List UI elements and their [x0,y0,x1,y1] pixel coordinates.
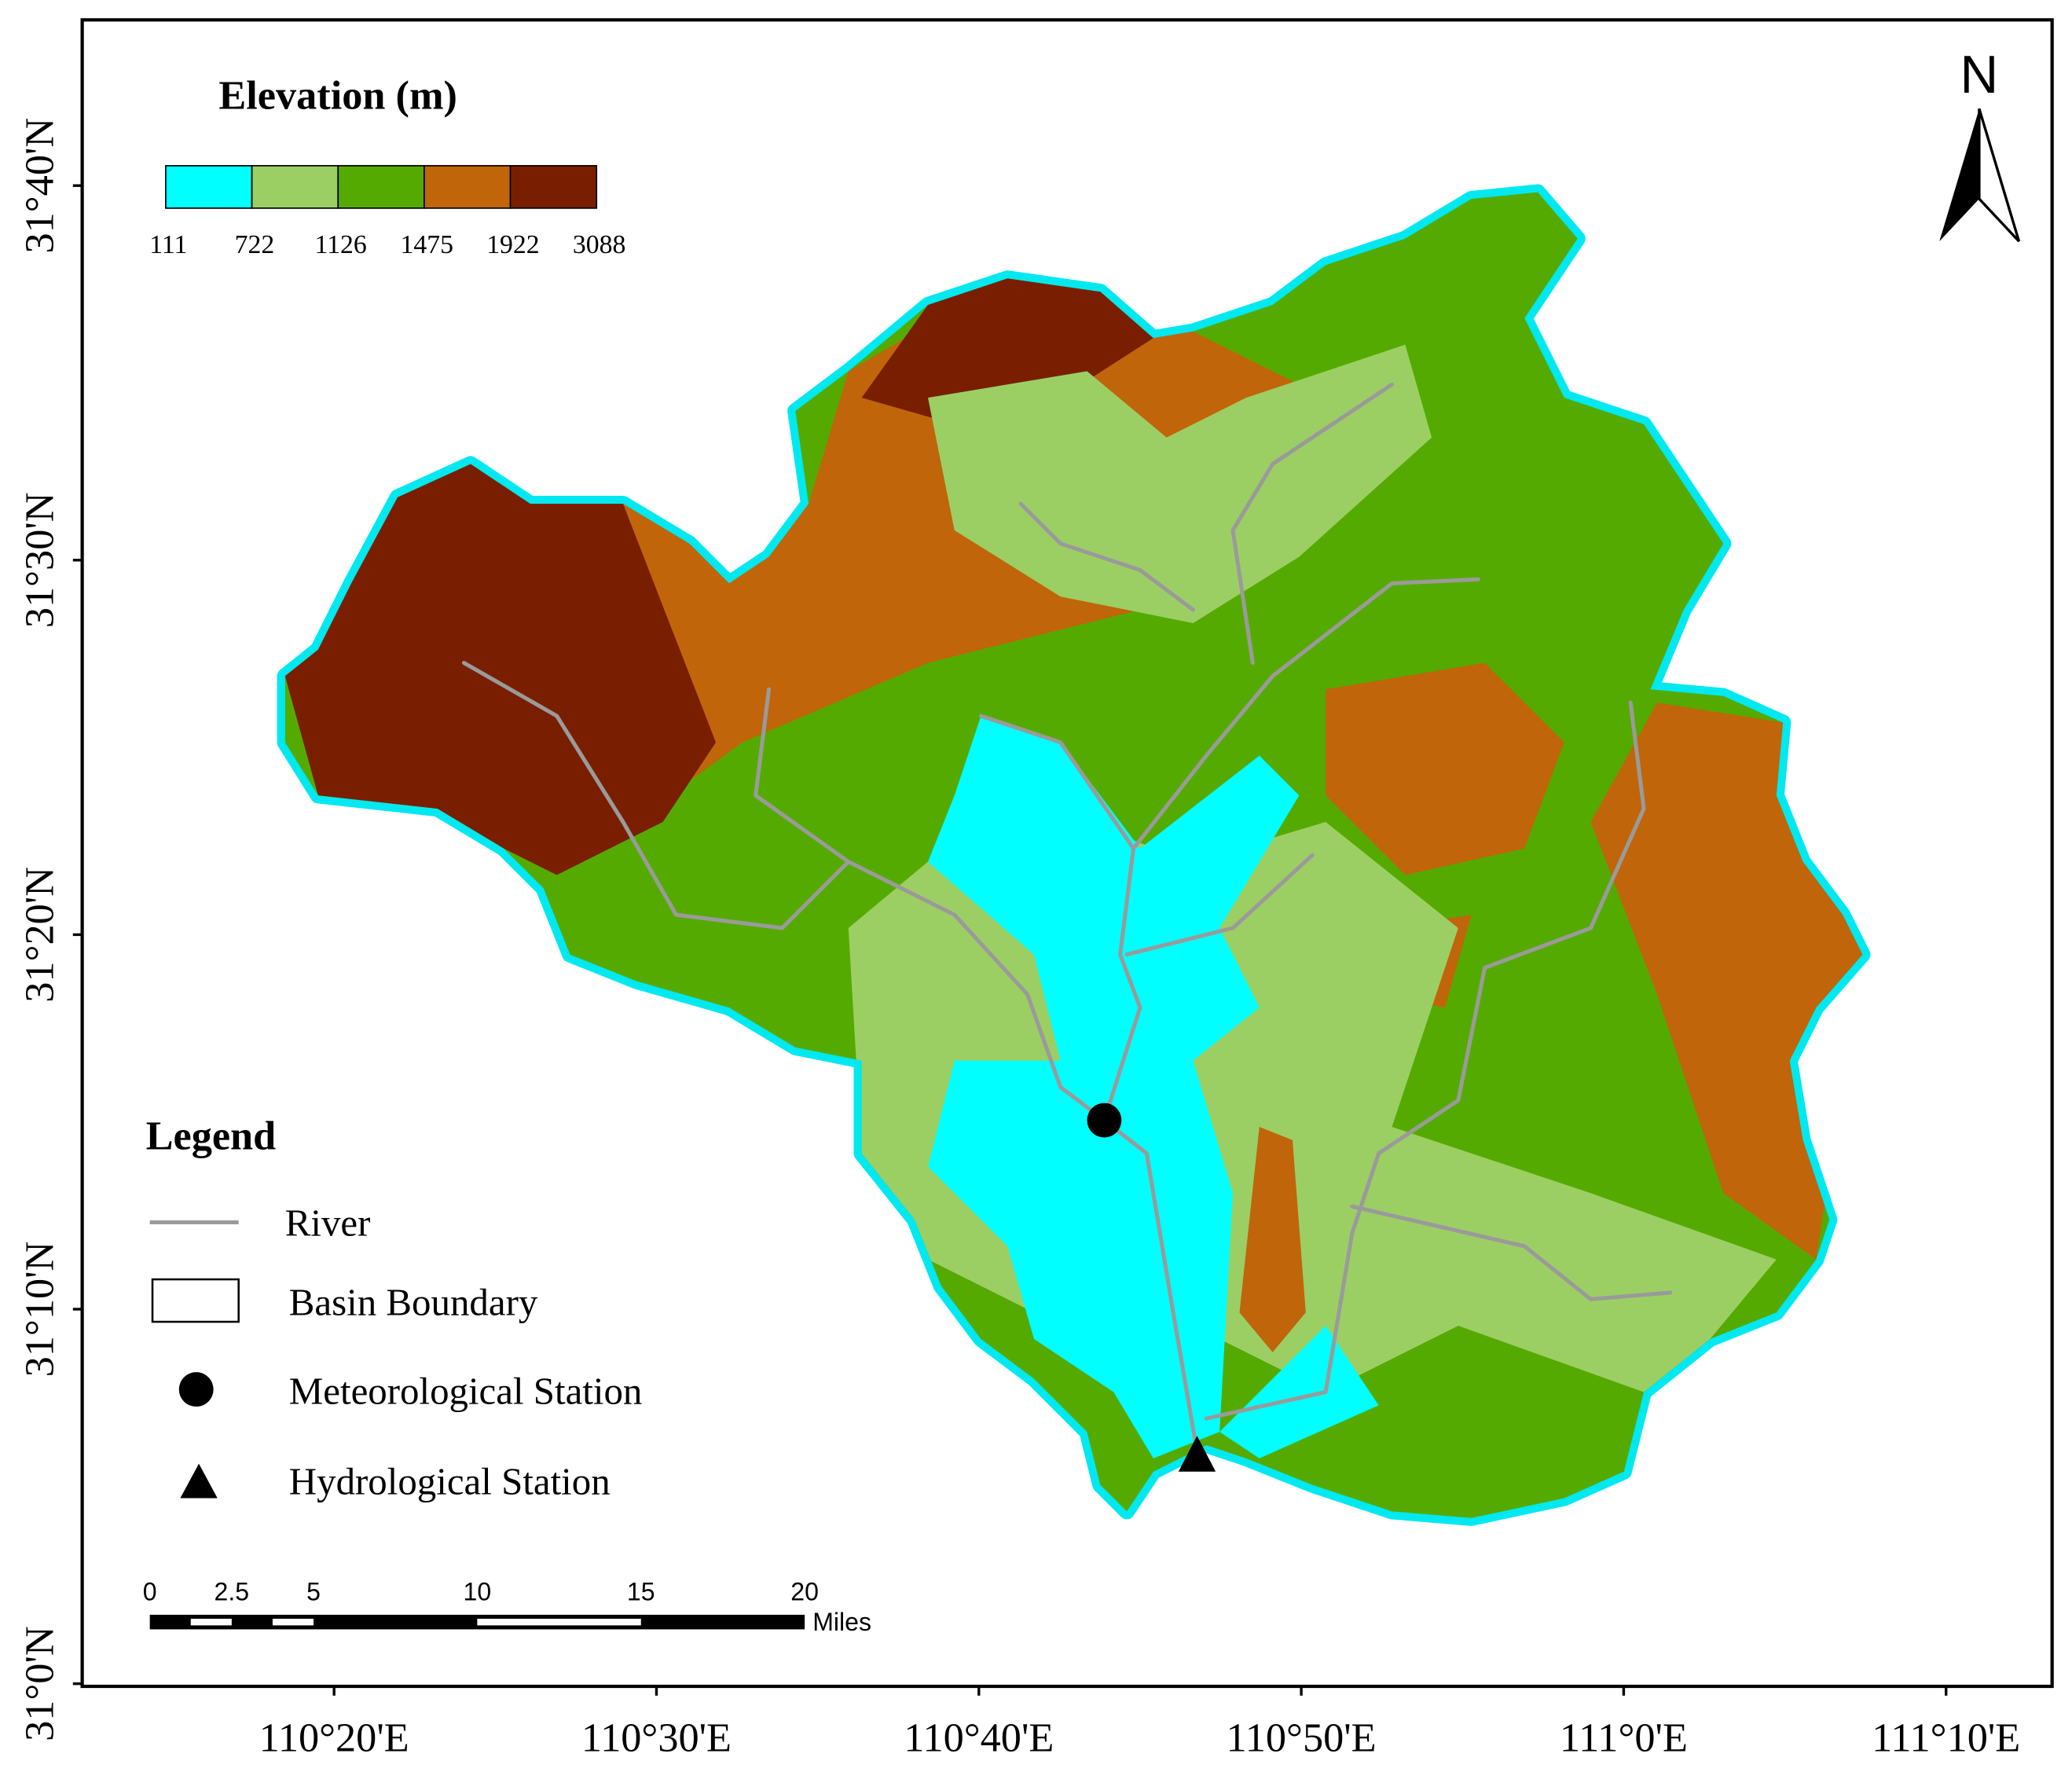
elevation-zone [928,344,1432,623]
colorbar-label: 1475 [401,230,453,259]
river [1102,577,1480,1123]
map-frame [80,18,2054,1689]
north-arrow-left [1939,108,1979,242]
legend-item: River [285,1201,371,1244]
latitude-axis: 31°40'N 31°30'N 31°20'N 31°10'N 31°0'N [17,118,83,1741]
scale-bar-label: 10 [464,1577,492,1605]
legend-station-symbol [178,1372,214,1407]
elevation-zone [1590,703,1863,1260]
scale-bar: 0 2.5 5 10 15 20 Miles [143,1577,871,1636]
colorbar-swatch [165,165,253,209]
longitude-label: 110°40'E [904,1715,1054,1761]
elevation-zone [1239,1127,1306,1352]
elevation-zone [284,464,717,875]
river [1204,700,1646,1421]
scale-bar-segment [190,1618,232,1626]
elevation-zone [861,278,1153,424]
colorbar-label: 111 [149,230,187,259]
latitude-label: 31°10'N [17,1242,63,1378]
latitude-label: 31°30'N [17,492,63,628]
river [978,714,1136,851]
colorbar: 111 722 1126 1475 1922 3088 [149,165,625,259]
scale-bar-label: 5 [306,1577,321,1605]
legend-title: Legend [146,1113,277,1159]
colorbar-label: 722 [235,230,275,259]
river [1018,501,1195,612]
scale-bar-unit: Miles [812,1608,871,1636]
scale-bar-label: 15 [627,1577,655,1605]
longitude-label: 110°20'E [259,1715,409,1761]
river [461,661,1200,1454]
meteorological-station [1087,1102,1122,1138]
latitude-label: 31°40'N [17,118,63,254]
legend-hydro-symbol [180,1463,218,1499]
river [1230,382,1395,666]
elevation-zone [1219,1326,1379,1458]
longitude-label: 111°0'E [1560,1715,1688,1761]
legend-boundary-symbol [151,1278,240,1323]
longitude-label: 110°30'E [581,1715,732,1761]
north-label: N [1960,46,1999,105]
river [1350,1204,1673,1301]
legend-item: Hydrological Station [289,1459,611,1502]
scale-bar-label: 2.5 [215,1577,250,1605]
hydrological-station [1178,1436,1216,1472]
colorbar-label: 1126 [314,230,366,259]
scale-bar-label: 20 [790,1577,819,1605]
colorbar-swatch [337,165,425,209]
colorbar-swatch [509,165,598,209]
colorbar-label: 3088 [573,230,625,259]
latitude-label: 31°0'N [17,1626,63,1741]
longitude-label: 111°10'E [1872,1715,2020,1761]
north-arrow-right [1978,108,2021,243]
colorbar-swatch [251,165,339,209]
longitude-axis: 110°20'E 110°30'E 110°40'E 110°50'E 111°0'E 1… [259,1686,2020,1761]
river [1124,853,1315,957]
latitude-label: 31°20'N [17,867,63,1003]
longitude-label: 110°50'E [1227,1715,1377,1761]
rivers [461,382,1673,1454]
elevation-zone [1326,662,1564,875]
river [754,687,851,864]
colorbar-label: 1922 [486,230,539,259]
colorbar-swatch [424,165,512,209]
scale-bar-segment [477,1618,641,1626]
scale-bar-segment [272,1618,314,1626]
legend-item: Meteorological Station [289,1370,643,1413]
scale-bar-label: 0 [143,1577,157,1605]
elevation-legend-title: Elevation (m) [218,72,457,118]
legend-item: Basin Boundary [289,1281,538,1324]
